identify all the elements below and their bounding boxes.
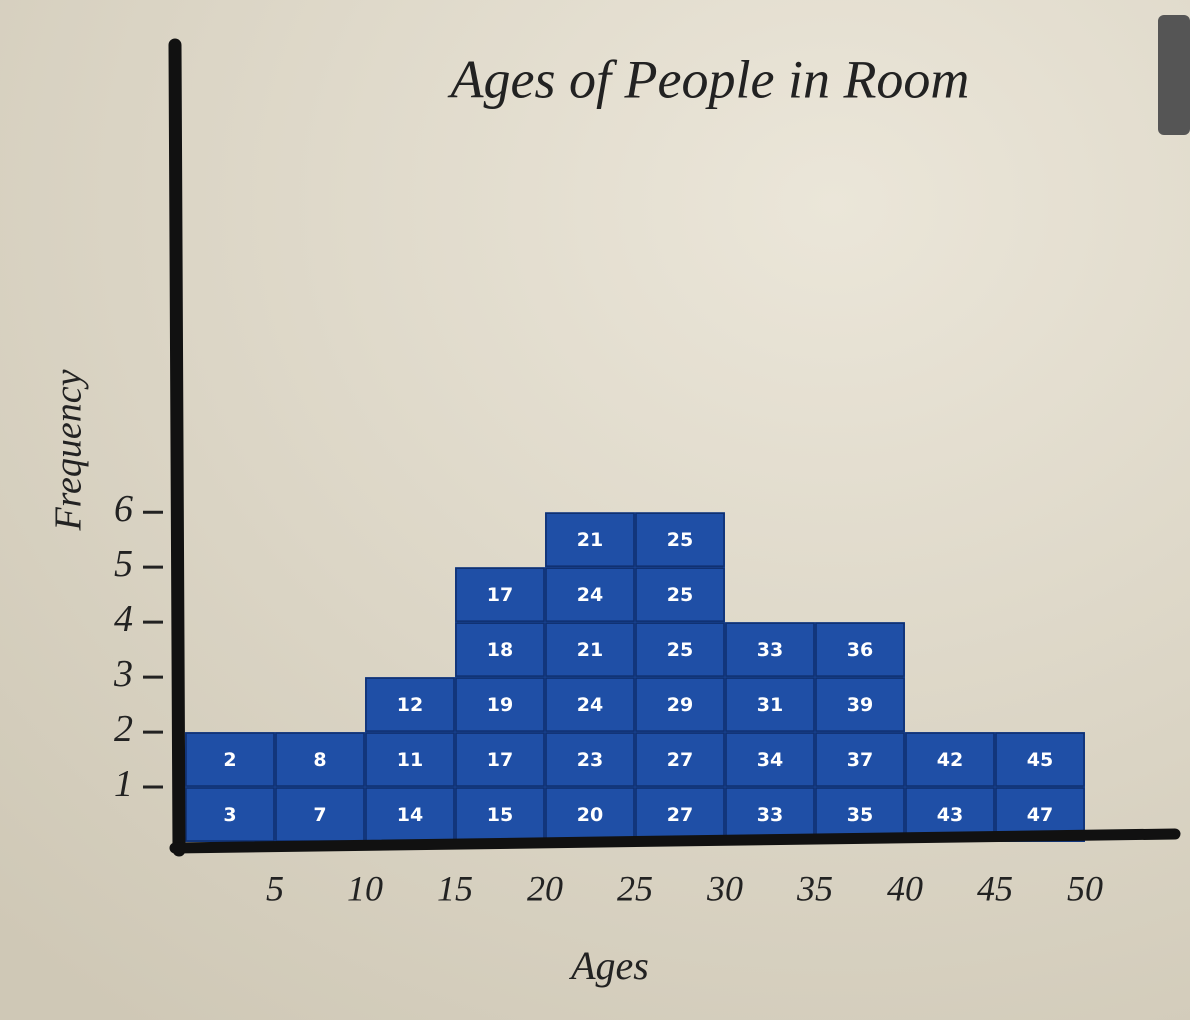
card-edge: [635, 567, 725, 622]
card-label: 21: [577, 529, 603, 551]
card-edge: [905, 732, 995, 787]
card-edge: [275, 732, 365, 787]
card-edge: [455, 567, 545, 622]
card-label: 35: [847, 804, 873, 826]
card-label: 17: [487, 749, 513, 771]
bar: [725, 622, 815, 842]
card-edge: [365, 677, 455, 732]
card-label: 31: [757, 694, 783, 716]
card-label: 14: [397, 804, 423, 826]
card-label: 11: [397, 749, 423, 771]
card-label: 37: [847, 749, 873, 771]
y-tick-label: 1: [114, 763, 133, 805]
card-label: 24: [577, 694, 603, 716]
card-label: 15: [487, 804, 513, 826]
card-label: 45: [1027, 749, 1053, 771]
card-edge: [455, 622, 545, 677]
card-label: 24: [577, 584, 603, 606]
y-axis: [168, 38, 186, 857]
card-label: 42: [937, 749, 963, 771]
card-label: 12: [397, 694, 423, 716]
card-label: 3: [223, 804, 236, 826]
card-edge: [635, 732, 725, 787]
card-edge: [635, 512, 725, 567]
card-edge: [185, 787, 275, 842]
card-label: 7: [313, 804, 326, 826]
card-label: 47: [1027, 804, 1053, 826]
bar: [455, 567, 545, 842]
bar: [185, 732, 275, 842]
card-label: 18: [487, 639, 513, 661]
card-label: 33: [757, 639, 783, 661]
x-axis-label: Ages: [568, 943, 649, 988]
card-edge: [725, 677, 815, 732]
bar: [545, 512, 635, 842]
card-edge: [455, 677, 545, 732]
card-label: 33: [757, 804, 783, 826]
card-label: 25: [667, 529, 693, 551]
card-edge: [815, 622, 905, 677]
card-edge: [815, 677, 905, 732]
card-edge: [545, 512, 635, 567]
card-label: 19: [487, 694, 513, 716]
card-label: 20: [577, 804, 603, 826]
card-label: 17: [487, 584, 513, 606]
y-tick-label: 4: [114, 598, 133, 640]
y-tick-label: 5: [114, 543, 133, 585]
x-tick-label: 40: [887, 868, 923, 908]
bar: [905, 732, 995, 842]
card-label: 27: [667, 804, 693, 826]
card-edge: [545, 622, 635, 677]
x-tick-label: 30: [706, 868, 743, 908]
x-axis: [169, 828, 1181, 854]
x-tick-label: 5: [266, 868, 284, 908]
card-edge: [455, 732, 545, 787]
card-label: 29: [667, 694, 693, 716]
card-label: 34: [757, 749, 783, 771]
bar: [635, 512, 725, 842]
card-label: 21: [577, 639, 603, 661]
card-label: 8: [313, 749, 326, 771]
card-edge: [545, 567, 635, 622]
x-tick-label: 50: [1067, 868, 1103, 908]
card-label: 39: [847, 694, 873, 716]
card-label: 27: [667, 749, 693, 771]
chart-title: Ages of People in Room: [448, 49, 970, 109]
x-tick-label: 10: [347, 868, 383, 908]
card-edge: [635, 622, 725, 677]
card-edge: [815, 732, 905, 787]
card-edge: [995, 732, 1085, 787]
x-tick-label: 15: [437, 868, 473, 908]
card-edge: [545, 677, 635, 732]
y-tick-label: 3: [113, 653, 133, 695]
y-axis-label: Frequency: [48, 369, 90, 531]
x-tick-label: 45: [977, 868, 1013, 908]
card-edge: [725, 622, 815, 677]
card-label: 43: [937, 804, 963, 826]
bar: [365, 677, 455, 842]
x-tick-label: 20: [527, 868, 563, 908]
bar: [995, 732, 1085, 842]
card-label: 36: [847, 639, 873, 661]
card-edge: [365, 732, 455, 787]
card-edge: [725, 732, 815, 787]
x-tick-label: 35: [796, 868, 833, 908]
x-tick-label: 25: [617, 868, 653, 908]
card-edge: [545, 732, 635, 787]
y-tick-label: 2: [114, 708, 133, 750]
card-edge: [635, 677, 725, 732]
card-label: 23: [577, 749, 603, 771]
magnet-clip: [1158, 15, 1190, 135]
card-label: 25: [667, 584, 693, 606]
card-label: 2: [223, 749, 236, 771]
bar: [275, 732, 365, 842]
bar: [815, 622, 905, 842]
card-label: 25: [667, 639, 693, 661]
card-edge: [185, 732, 275, 787]
y-tick-label: 6: [114, 488, 133, 530]
